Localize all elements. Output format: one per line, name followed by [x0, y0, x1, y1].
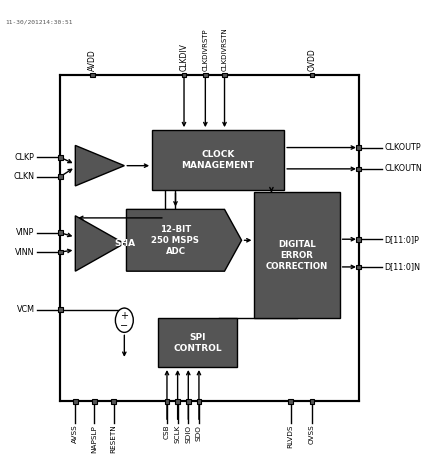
- Bar: [175, 399, 180, 404]
- Bar: [356, 237, 361, 242]
- Text: +: +: [121, 311, 128, 321]
- Polygon shape: [75, 216, 124, 271]
- Text: 12-BIT
250 MSPS
ADC: 12-BIT 250 MSPS ADC: [152, 225, 200, 256]
- Bar: [288, 399, 293, 404]
- Text: CLKDIVRSTN: CLKDIVRSTN: [222, 27, 228, 71]
- Bar: [90, 73, 95, 78]
- Bar: [58, 249, 63, 255]
- Bar: [159, 318, 237, 367]
- Bar: [111, 399, 116, 404]
- Bar: [356, 166, 361, 171]
- Text: SDO: SDO: [196, 425, 202, 441]
- Text: SDIO: SDIO: [185, 425, 191, 443]
- Bar: [58, 155, 63, 160]
- Ellipse shape: [115, 308, 133, 332]
- Bar: [310, 73, 314, 78]
- Text: RESETN: RESETN: [111, 425, 117, 453]
- Text: VINP: VINP: [16, 228, 35, 237]
- Bar: [58, 307, 63, 312]
- Bar: [58, 231, 63, 235]
- Bar: [356, 265, 361, 269]
- Bar: [356, 145, 361, 150]
- Text: VCM: VCM: [17, 305, 35, 314]
- Text: VINN: VINN: [15, 248, 35, 256]
- Text: SHA: SHA: [114, 239, 135, 248]
- Text: SCLK: SCLK: [175, 425, 181, 443]
- Bar: [165, 399, 169, 404]
- Text: CLKDIVRSTP: CLKDIVRSTP: [202, 28, 208, 71]
- Text: CLOCK
MANAGEMENT: CLOCK MANAGEMENT: [181, 150, 255, 170]
- Bar: [182, 73, 186, 78]
- Bar: [60, 75, 359, 401]
- Polygon shape: [75, 146, 124, 186]
- Text: 11-30/201214:30:51: 11-30/201214:30:51: [5, 20, 73, 24]
- Text: OVSS: OVSS: [309, 425, 315, 444]
- Text: D[11:0]P: D[11:0]P: [384, 235, 419, 244]
- Bar: [58, 174, 63, 179]
- Text: CLKP: CLKP: [15, 153, 35, 162]
- Bar: [203, 73, 208, 78]
- Text: AVSS: AVSS: [72, 425, 78, 444]
- Text: AVDD: AVDD: [88, 49, 97, 71]
- Text: D[11:0]N: D[11:0]N: [384, 262, 420, 272]
- Text: −: −: [120, 321, 128, 331]
- Text: CLKOUTN: CLKOUTN: [384, 164, 422, 173]
- Text: CSB: CSB: [164, 425, 170, 439]
- Text: CLKN: CLKN: [14, 172, 35, 181]
- Bar: [310, 399, 314, 404]
- Polygon shape: [127, 209, 241, 271]
- Text: RLVDS: RLVDS: [288, 425, 294, 448]
- Bar: [254, 192, 340, 318]
- Text: CLKDIV: CLKDIV: [180, 43, 188, 71]
- Text: DIGITAL
ERROR
CORRECTION: DIGITAL ERROR CORRECTION: [266, 240, 328, 271]
- Bar: [186, 399, 191, 404]
- Bar: [197, 399, 201, 404]
- Text: SPI
CONTROL: SPI CONTROL: [174, 333, 222, 353]
- Bar: [92, 399, 97, 404]
- Bar: [222, 73, 227, 78]
- Bar: [152, 130, 284, 190]
- Bar: [73, 399, 78, 404]
- Text: OVDD: OVDD: [308, 48, 316, 71]
- Text: NAPSLP: NAPSLP: [92, 425, 98, 453]
- Text: CLKOUTP: CLKOUTP: [384, 143, 421, 152]
